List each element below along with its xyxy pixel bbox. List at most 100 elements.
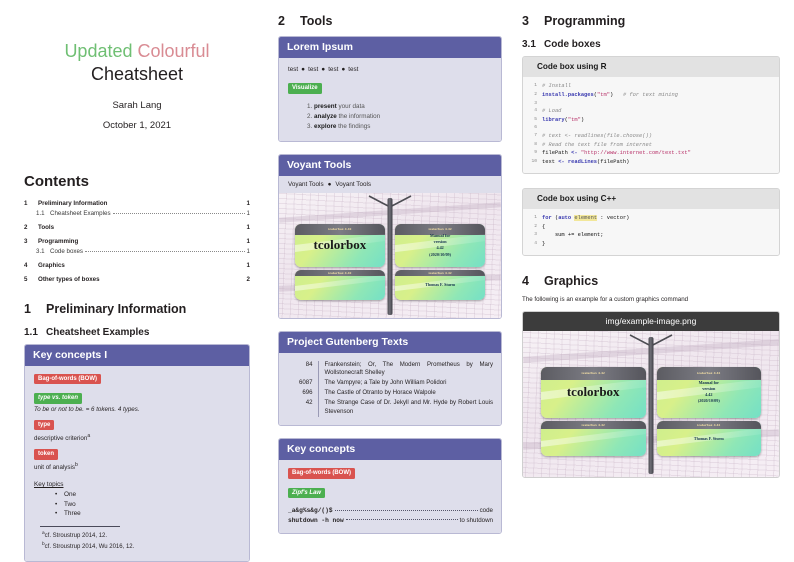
code-line-content: # text <- readlines(file.choose()) bbox=[542, 132, 652, 139]
step-text: the information bbox=[336, 112, 381, 120]
text-title: The Castle of Otranto by Horace Walpole bbox=[324, 388, 436, 396]
cover-card-grid: tcolorbox 4.42 tcolorbox tcolorbox 4.42 … bbox=[279, 193, 501, 318]
toc-page: 1 bbox=[246, 248, 250, 256]
toc-number: 5 bbox=[24, 275, 28, 283]
section-title: Programming bbox=[544, 14, 626, 28]
dot-separated-list: test ● test ● test ● test bbox=[288, 66, 493, 73]
toc-entry[interactable]: 1 Preliminary Information 1 bbox=[24, 199, 250, 208]
badge-bag-of-words: Bag-of-words (BOW) bbox=[288, 468, 355, 479]
code-line-content: filePath <- "http://www.internet.com/tex… bbox=[542, 150, 691, 157]
cover-manual-lines: Manual for version 4.42 (2020/10/09) bbox=[697, 379, 720, 404]
footnote-marker-b: b bbox=[74, 462, 78, 469]
list-item: analyze the information bbox=[314, 113, 493, 120]
toc-leader bbox=[85, 250, 245, 252]
cover-card-caption: tcolorbox 4.42 bbox=[540, 366, 646, 380]
bullet-dot-icon: ● bbox=[301, 66, 306, 73]
lorem-ipsum-box: Lorem Ipsum test ● test ● test ● test Visualiz… bbox=[278, 36, 502, 142]
code-line: 2 install.packages("tm") # for text minin… bbox=[529, 91, 773, 100]
cover-card-caption: tcolorbox 4.42 bbox=[656, 366, 762, 380]
toc-label: Graphics bbox=[38, 261, 65, 269]
toc-entry[interactable]: 4 Graphics 1 bbox=[24, 261, 250, 270]
code-line: 9 filePath <- "http://www.internet.com/te… bbox=[529, 149, 773, 158]
list-item: test bbox=[348, 66, 359, 73]
toc-label: Cheatsheet Examples bbox=[50, 210, 111, 218]
toc-entry[interactable]: 5 Other types of boxes 2 bbox=[24, 275, 250, 284]
footnote-text: cf. Stroustrup 2014, Wu 2016, 12. bbox=[44, 544, 135, 551]
list-item: test bbox=[308, 66, 319, 73]
footnote-marker-a: a bbox=[87, 432, 91, 439]
cover-manual-lines: Manual for version 4.42 (2020/10/09) bbox=[429, 232, 452, 257]
document-date: October 1, 2021 bbox=[102, 119, 172, 131]
toc-number: 1.1 bbox=[36, 210, 45, 218]
toc-page: 1 bbox=[246, 237, 250, 245]
toc-entry[interactable]: 2 Tools 1 bbox=[24, 223, 250, 232]
project-gutenberg-texts-box: Project Gutenberg Texts 84 Frankenstein;… bbox=[278, 330, 502, 427]
code-line-number: 10 bbox=[531, 159, 537, 165]
subsection-heading-cheatsheet-examples: 1.1 Cheatsheet Examples bbox=[24, 327, 250, 338]
toc-entry[interactable]: 3.1 Code boxes 1 bbox=[24, 247, 250, 256]
toc-number: 1 bbox=[24, 199, 28, 207]
section-title: Tools bbox=[300, 14, 333, 28]
footnote: bcf. Stroustrup 2014, Wu 2016, 12. bbox=[42, 541, 241, 552]
toc-entry[interactable]: 3 Programming 1 bbox=[24, 237, 250, 246]
code-line-content: # Read the text file from internet bbox=[542, 141, 652, 148]
code-listing-r[interactable]: 1 # Install 2 install.packages("tm") # for … bbox=[529, 82, 773, 167]
code-line-number: 2 bbox=[534, 91, 537, 97]
list-item: present your data bbox=[314, 103, 493, 110]
box-title: Key concepts I bbox=[25, 344, 249, 366]
cover-card-caption: tcolorbox 4.42 bbox=[294, 223, 386, 235]
toc-label: Other types of boxes bbox=[38, 275, 100, 283]
cover-card-caption: tcolorbox 4.42 bbox=[294, 269, 386, 277]
text-title: The Strange Case of Dr. Jekyll and Mr. H… bbox=[324, 398, 494, 415]
code-line-content: install.packages("tm") # for text mining bbox=[542, 91, 678, 98]
box-image-area: tcolorbox 4.42 tcolorbox tcolorbox 4.42 … bbox=[279, 192, 501, 318]
code-box-body: 1 # Install 2 install.packages("tm") # for … bbox=[523, 77, 779, 173]
graphics-note: The following is an example for a custom… bbox=[522, 295, 689, 303]
code-line: 5 library("tm") bbox=[529, 116, 773, 125]
token-description-text: unit of analysis bbox=[34, 464, 75, 472]
text-id: 696 bbox=[288, 388, 319, 399]
toc-number: 3.1 bbox=[36, 248, 45, 256]
toc-number: 3 bbox=[24, 237, 28, 245]
graphics-figure-box: img/example-image.png tcolorbox 4.42 tco… bbox=[522, 310, 780, 478]
key-concepts-i-box: Key concepts I Bag-of-words (BOW) type v… bbox=[24, 343, 250, 562]
voyant-dot-line: Voyant Tools ● Voyant Tools bbox=[279, 175, 501, 193]
token-description: unit of analysisb bbox=[34, 462, 241, 471]
gutenberg-table: 84 Frankenstein; Or, The Modern Promethe… bbox=[288, 360, 494, 418]
dotfill-left: shutdown -h now bbox=[288, 516, 344, 524]
step-keyword: explore bbox=[314, 122, 337, 130]
table-row: 6087 The Vampyre; a Tale by John William… bbox=[288, 379, 493, 389]
text-title: The Vampyre; a Tale by John William Poli… bbox=[324, 379, 447, 387]
dotfill-row: shutdown -h now to shutdown bbox=[288, 516, 493, 525]
list-item: test bbox=[288, 66, 299, 73]
cover-card: tcolorbox 4.42 tcolorbox bbox=[294, 223, 386, 267]
box-body: Bag-of-words (BOW) Zipf's Law _a&g%s&g/(… bbox=[279, 460, 501, 534]
section-number: 1 bbox=[24, 301, 31, 316]
middle-column: 2 Tools Lorem Ipsum test ● test ● test ● test … bbox=[262, 0, 510, 561]
code-line-number: 9 bbox=[534, 150, 537, 156]
badge-visualize: Visualize bbox=[288, 83, 322, 94]
code-listing-cpp[interactable]: 1 for (auto element : vector) 2{3 sum += e… bbox=[529, 214, 773, 249]
dotfill-leader bbox=[334, 509, 478, 511]
toc-page: 1 bbox=[246, 210, 250, 218]
step-keyword: present bbox=[314, 102, 337, 110]
toc-entry[interactable]: 1.1 Cheatsheet Examples 1 bbox=[24, 209, 250, 218]
code-line-number: 2 bbox=[534, 223, 537, 229]
section-heading-programming: 3 Programming bbox=[522, 14, 780, 28]
footnote: acf. Stroustrup 2014, 12. bbox=[42, 530, 241, 541]
badge-token: token bbox=[34, 449, 59, 460]
section-title: Preliminary Information bbox=[46, 301, 187, 316]
code-line: 10 text <- readLines(filePath) bbox=[529, 158, 773, 167]
step-keyword: analyze bbox=[314, 112, 337, 120]
text-id: 42 bbox=[288, 398, 319, 418]
cover-main-label: tcolorbox bbox=[566, 384, 620, 400]
document-author: Sarah Lang bbox=[112, 99, 162, 111]
title-word-cheatsheet: Cheatsheet bbox=[90, 63, 184, 84]
toc-leader bbox=[112, 212, 245, 214]
cover-main-label: tcolorbox bbox=[313, 237, 367, 253]
text-title: Frankenstein; Or, The Modern Prometheus … bbox=[324, 360, 494, 377]
code-line-content: text <- readLines(filePath) bbox=[542, 159, 630, 166]
toc-number: 2 bbox=[24, 223, 28, 231]
code-line: 1 # Install bbox=[529, 82, 773, 91]
